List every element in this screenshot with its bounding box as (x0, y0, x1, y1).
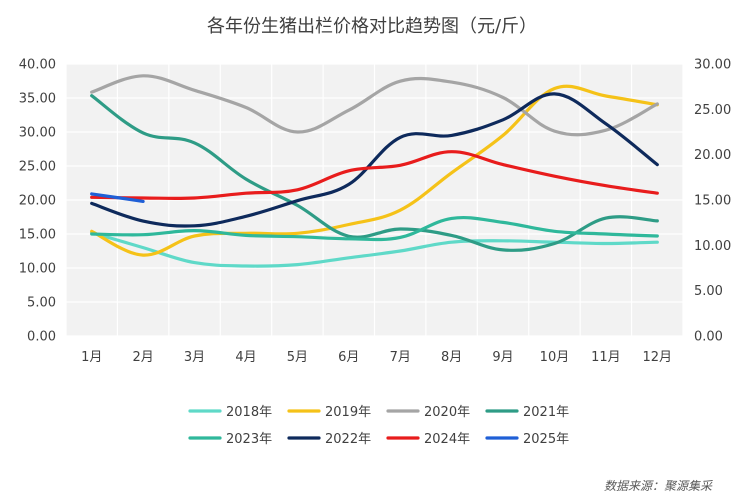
left-tick-label: 20.00 (19, 194, 56, 209)
left-tick-label: 40.00 (19, 58, 56, 73)
x-tick-label: 9月 (492, 350, 513, 365)
x-tick-label: 11月 (591, 350, 621, 365)
right-tick-label: 5.00 (694, 284, 723, 299)
left-tick-label: 0.00 (27, 330, 56, 345)
x-tick-label: 7月 (390, 350, 411, 365)
legend-label-2022[interactable]: 2022年 (325, 432, 371, 447)
series-line-2020 (90, 74, 659, 137)
x-tick-label: 3月 (184, 350, 205, 365)
gridlines (65, 63, 684, 337)
legend[interactable]: 2018年 2019年 2020年 2021年 2023年 2022年 2024年 2025年 (188, 405, 569, 447)
left-tick-label: 25.00 (19, 160, 56, 175)
left-tick-label: 30.00 (19, 126, 56, 141)
right-tick-label: 25.00 (694, 103, 731, 118)
right-tick-label: 0.00 (694, 330, 723, 345)
x-tick-label: 5月 (287, 350, 308, 365)
x-tick-label: 6月 (338, 350, 359, 365)
right-y-axis: 0.00 5.00 10.00 15.00 20.00 25.00 30.00 (694, 58, 731, 345)
legend-label-2024[interactable]: 2024年 (424, 432, 470, 447)
x-tick-label: 8月 (441, 350, 462, 365)
x-tick-label: 2月 (132, 350, 153, 365)
left-tick-label: 10.00 (19, 262, 56, 277)
series-lines (90, 74, 659, 268)
right-tick-label: 10.00 (694, 239, 731, 254)
legend-label-2023[interactable]: 2023年 (226, 432, 272, 447)
left-tick-label: 5.00 (27, 296, 56, 311)
legend-label-2018[interactable]: 2018年 (226, 405, 272, 420)
series-line-2022 (90, 92, 659, 228)
series-line-2023 (90, 215, 659, 242)
left-y-axis: 0.00 5.00 10.00 15.00 20.00 25.00 30.00 35.00 40… (19, 58, 56, 345)
x-tick-label: 12月 (643, 350, 673, 365)
right-tick-label: 15.00 (694, 194, 731, 209)
x-tick-label: 1月 (81, 350, 102, 365)
left-tick-label: 35.00 (19, 92, 56, 107)
right-tick-label: 30.00 (694, 58, 731, 73)
series-line-2019 (90, 84, 659, 257)
x-axis: 1月 2月 3月 4月 5月 6月 7月 8月 9月 10月 11月 12月 (81, 350, 672, 365)
left-tick-label: 15.00 (19, 228, 56, 243)
series-line-2021 (90, 94, 659, 252)
legend-label-2020[interactable]: 2020年 (424, 405, 470, 420)
x-tick-label: 4月 (235, 350, 256, 365)
chart-title: 各年份生猪出栏价格对比趋势图（元/斤） (207, 16, 537, 37)
source-note: 数据来源：聚源集采 (604, 479, 713, 493)
legend-label-2025[interactable]: 2025年 (523, 432, 569, 447)
legend-label-2019[interactable]: 2019年 (325, 405, 371, 420)
x-tick-label: 10月 (540, 350, 570, 365)
right-tick-label: 20.00 (694, 148, 731, 163)
legend-label-2021[interactable]: 2021年 (523, 405, 569, 420)
series-line-2024 (90, 150, 659, 200)
series-line-2025 (90, 192, 145, 203)
